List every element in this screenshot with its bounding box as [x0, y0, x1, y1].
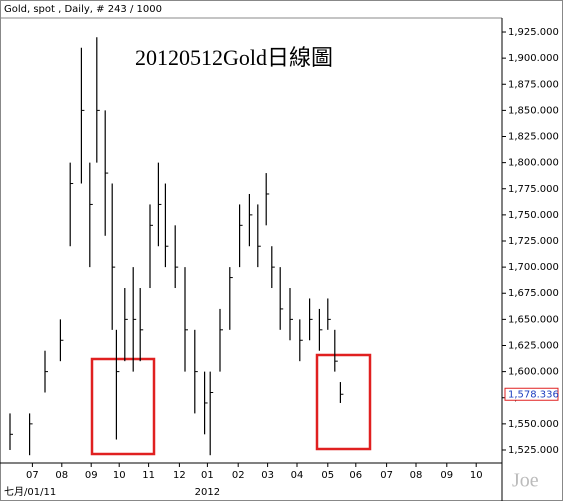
y-tick-label: 1,700.000 — [508, 262, 559, 273]
x-tick-label: 04 — [291, 470, 304, 481]
y-tick-label: 1,825.000 — [508, 132, 559, 143]
highlight-box — [315, 353, 372, 451]
x-start-label: 七月/01/11 — [4, 486, 56, 498]
x-tick-label: 01 — [201, 470, 214, 481]
x-tick-label: 09 — [85, 470, 98, 481]
highlight-box — [90, 357, 156, 456]
x-tick-label: 08 — [55, 470, 68, 481]
last-price-label: 1,578.336 — [508, 389, 559, 400]
y-tick-label: 1,775.000 — [508, 184, 559, 195]
y-tick-label: 1,675.000 — [508, 288, 559, 299]
y-tick-label: 1,875.000 — [508, 79, 559, 90]
x-tick-label: 03 — [261, 470, 274, 481]
x-tick-label: 05 — [321, 470, 334, 481]
y-tick-label: 1,650.000 — [508, 314, 559, 325]
x-tick-label: 07 — [380, 470, 393, 481]
y-tick-label: 1,900.000 — [508, 53, 559, 64]
chart-title: 20120512Gold日線圖 — [135, 45, 333, 70]
watermark: Joe — [512, 470, 539, 492]
x-tick-label: 10 — [113, 470, 126, 481]
y-tick-label: 1,925.000 — [508, 27, 559, 38]
x-tick-label: 12 — [173, 470, 186, 481]
y-tick-label: 1,725.000 — [508, 236, 559, 247]
y-tick-label: 1,625.000 — [508, 340, 559, 351]
y-tick-label: 1,750.000 — [508, 210, 559, 221]
last-price-box — [504, 387, 559, 401]
y-tick-label: 1,800.000 — [508, 158, 559, 169]
header: Gold, spot , Daily, # 243 / 1000 — [4, 4, 162, 15]
x-tick-label: 06 — [349, 470, 362, 481]
y-tick-label: 1,600.000 — [508, 367, 559, 378]
x-tick-label: 08 — [410, 470, 423, 481]
x-tick-label: 02 — [232, 470, 245, 481]
y-tick-label: 1,525.000 — [508, 445, 559, 456]
x-tick-label: 10 — [470, 470, 483, 481]
year-label: 2012 — [195, 487, 220, 498]
x-tick-label: 09 — [440, 470, 453, 481]
y-tick-label: 1,550.000 — [508, 419, 559, 430]
x-tick-label: 07 — [26, 470, 39, 481]
x-tick-label: 11 — [142, 470, 155, 481]
y-tick-label: 1,850.000 — [508, 105, 559, 116]
